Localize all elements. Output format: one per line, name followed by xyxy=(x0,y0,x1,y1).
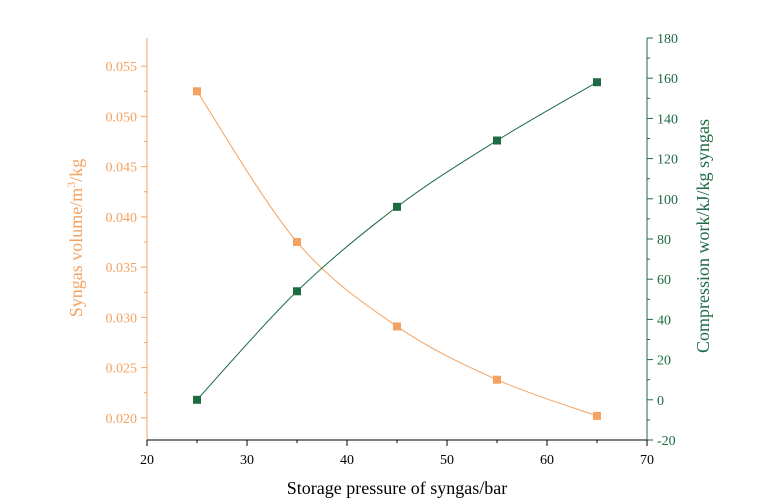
left-y-axis-title-sup: 3 xyxy=(64,182,78,188)
left-tick-label: 0.055 xyxy=(106,60,138,75)
right-y-axis: -20 0 20 40 60 80 100 120 140 160 180 xyxy=(646,32,678,449)
x-tick-label: 70 xyxy=(640,453,654,468)
series-right-point xyxy=(193,395,201,404)
right-y-axis-title: Compression work/kJ/kg syngas xyxy=(693,119,713,353)
series-right-point xyxy=(593,78,601,87)
series-right-point xyxy=(493,136,501,145)
x-tick-label: 20 xyxy=(140,453,154,468)
x-tick-label: 30 xyxy=(240,453,254,468)
x-axis-title: Storage pressure of syngas/bar xyxy=(287,478,507,498)
left-tick-label: 0.020 xyxy=(106,412,138,427)
x-tick-label: 40 xyxy=(340,453,354,468)
left-tick-label: 0.045 xyxy=(106,161,138,176)
series-left-point xyxy=(193,87,201,96)
series-left-line xyxy=(196,90,598,417)
series-right-point xyxy=(393,202,401,211)
x-tick-label: 60 xyxy=(540,453,554,468)
left-tick-label: 0.030 xyxy=(106,311,138,326)
left-tick-label: 0.035 xyxy=(106,261,138,276)
x-tick-label: 50 xyxy=(440,453,454,468)
left-tick-label: 0.025 xyxy=(106,362,138,377)
left-y-axis: 0.020 0.025 0.030 0.035 0.040 0.045 0.050 0.055 xyxy=(106,38,148,440)
right-tick-label: 40 xyxy=(657,313,671,328)
right-tick-label: 60 xyxy=(657,273,671,288)
series-right-line xyxy=(196,81,598,401)
right-tick-label: 100 xyxy=(657,193,678,208)
right-tick-label: 160 xyxy=(657,72,678,87)
right-tick-label: -20 xyxy=(657,434,676,449)
right-tick-label: 0 xyxy=(657,394,664,409)
series-left-point xyxy=(293,238,301,247)
right-tick-label: 120 xyxy=(657,153,678,168)
right-tick-label: 140 xyxy=(657,112,678,127)
right-tick-label: 180 xyxy=(657,32,678,47)
series-right-point xyxy=(293,287,301,296)
left-tick-label: 0.040 xyxy=(106,211,138,226)
left-y-axis-title-post: /kg xyxy=(66,159,86,182)
series-left-point xyxy=(593,411,601,420)
left-y-axis-title: Syngas volume/m3/kg xyxy=(64,159,86,318)
x-axis: 20 30 40 50 60 70 xyxy=(140,439,654,468)
right-tick-label: 80 xyxy=(657,233,671,248)
series-left-point xyxy=(393,322,401,331)
left-y-axis-title-pre: Syngas volume/m xyxy=(66,188,86,318)
left-tick-label: 0.050 xyxy=(106,110,138,125)
series-left-point xyxy=(493,375,501,384)
right-tick-label: 20 xyxy=(657,354,671,369)
series-layer xyxy=(193,78,601,420)
